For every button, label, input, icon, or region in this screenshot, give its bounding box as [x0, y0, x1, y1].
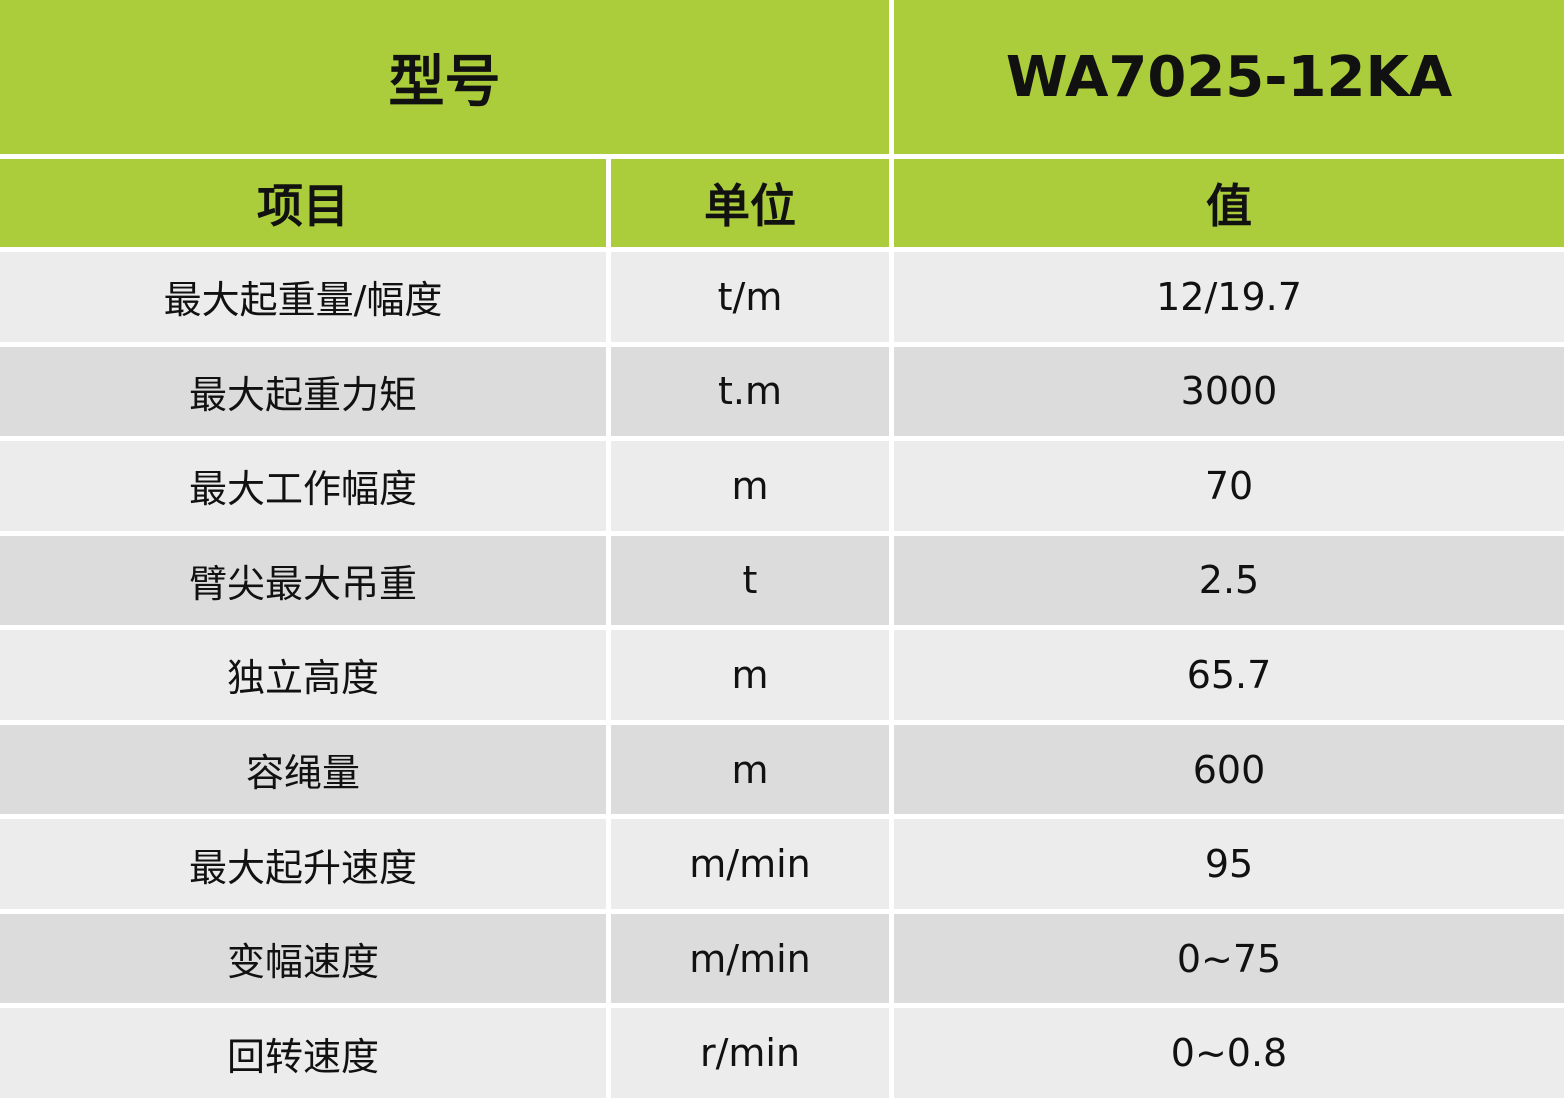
table-cell-unit: t: [611, 535, 889, 626]
table-cell-value: 0~0.8: [894, 1008, 1564, 1098]
table-cell-item: 容绳量: [0, 724, 606, 815]
table-cell-unit: m: [611, 724, 889, 815]
table-cell-item: 回转速度: [0, 1008, 606, 1098]
model-value: WA7025-12KA: [894, 0, 1564, 154]
table-cell-unit: m: [611, 630, 889, 720]
column-header-item: 项目: [0, 159, 606, 247]
table-cell-value: 95: [894, 819, 1564, 909]
table-cell-value: 70: [894, 441, 1564, 531]
column-header-value: 值: [894, 159, 1564, 247]
column-header-unit: 单位: [611, 159, 889, 247]
table-cell-item: 变幅速度: [0, 913, 606, 1004]
table-cell-item: 最大工作幅度: [0, 441, 606, 531]
table-cell-value: 65.7: [894, 630, 1564, 720]
table-cell-unit: t/m: [611, 252, 889, 342]
table-cell-value: 600: [894, 724, 1564, 815]
table-cell-unit: m/min: [611, 819, 889, 909]
table-cell-value: 0~75: [894, 913, 1564, 1004]
table-cell-item: 臂尖最大吊重: [0, 535, 606, 626]
table-cell-unit: t.m: [611, 346, 889, 437]
table-cell-value: 12/19.7: [894, 252, 1564, 342]
table-cell-item: 最大起重量/幅度: [0, 252, 606, 342]
table-cell-unit: m/min: [611, 913, 889, 1004]
table-cell-item: 独立高度: [0, 630, 606, 720]
table-cell-unit: m: [611, 441, 889, 531]
table-cell-item: 最大起重力矩: [0, 346, 606, 437]
table-cell-unit: r/min: [611, 1008, 889, 1098]
table-cell-value: 2.5: [894, 535, 1564, 626]
table-cell-item: 最大起升速度: [0, 819, 606, 909]
table-cell-value: 3000: [894, 346, 1564, 437]
model-label: 型号: [0, 0, 889, 154]
